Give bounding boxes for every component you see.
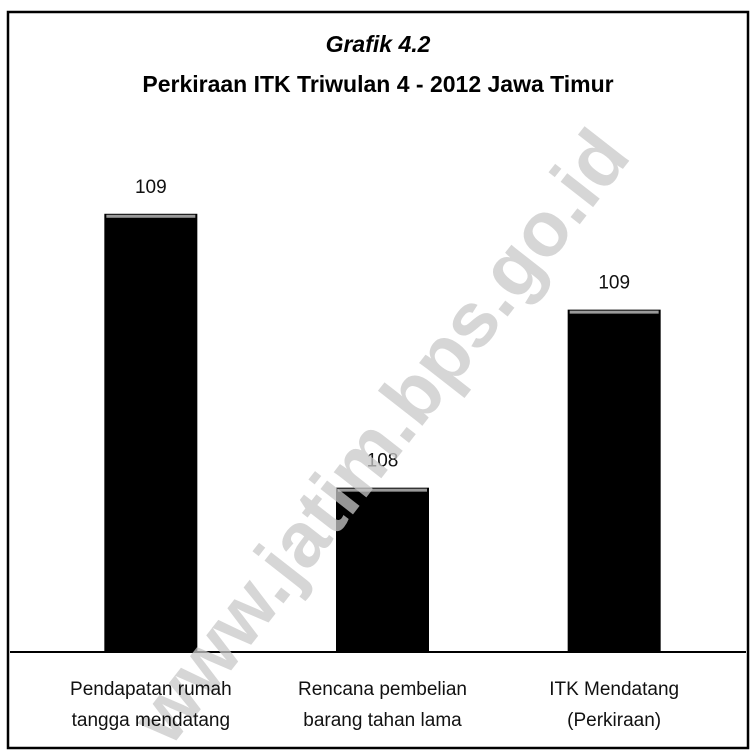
bar-highlight: [338, 488, 427, 492]
x-tick-label: Rencana pembelian barang tahan lama: [297, 679, 467, 731]
value-label: 109: [598, 273, 630, 294]
value-label: 108: [367, 451, 399, 472]
chart-title: Grafik 4.2: [326, 31, 431, 57]
chart-subtitle: Perkiraan ITK Triwulan 4 - 2012 Jawa Tim…: [142, 71, 613, 97]
bar-highlight: [106, 214, 196, 218]
bar: [567, 309, 661, 652]
bar-highlight: [569, 310, 659, 314]
bar: [104, 213, 198, 652]
frame: [6, 10, 750, 750]
x-tick-label: ITK Mendatang (Perkiraan): [549, 679, 680, 731]
x-tick-label: Pendapatan rumah tangga mendatang: [70, 679, 232, 731]
value-label: 109: [135, 177, 167, 198]
bar: [336, 487, 429, 652]
